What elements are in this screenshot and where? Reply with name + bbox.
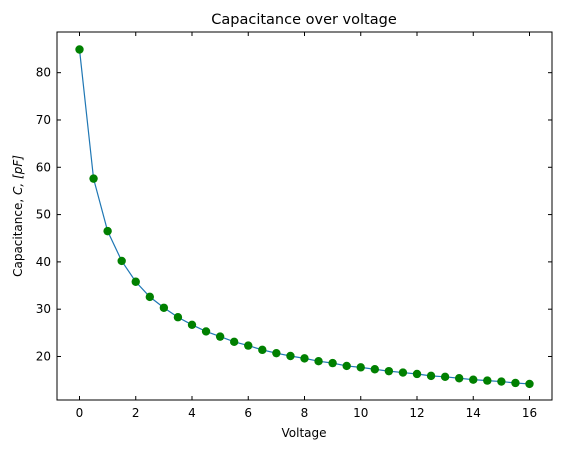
- y-tick-label: 80: [36, 66, 51, 80]
- y-axis-label: Capacitance, C, [pF]: [11, 155, 25, 277]
- data-point: [89, 174, 98, 183]
- x-tick-label: 6: [244, 406, 252, 420]
- data-point: [314, 357, 323, 366]
- data-point: [244, 341, 253, 350]
- data-point: [511, 378, 520, 388]
- data-point: [145, 292, 155, 302]
- y-axis-label-math: C, [pF]: [11, 155, 25, 195]
- x-tick-label: 16: [522, 406, 537, 420]
- data-point: [215, 332, 225, 341]
- y-tick-label: 30: [36, 302, 51, 316]
- data-point: [426, 371, 436, 381]
- data-point: [356, 363, 365, 372]
- series-line: [78, 49, 530, 385]
- data-point: [173, 313, 183, 322]
- y-tick-label: 50: [36, 208, 51, 222]
- data-point: [286, 351, 295, 361]
- data-point: [384, 366, 394, 376]
- data-point: [75, 45, 84, 54]
- data-point: [131, 277, 140, 286]
- x-axis-label: Voltage: [281, 426, 326, 440]
- data-point: [525, 379, 534, 389]
- data-point: [258, 345, 267, 355]
- y-tick-label: 20: [36, 349, 51, 363]
- data-point: [454, 374, 464, 383]
- x-tick-label: 12: [409, 406, 424, 420]
- data-point: [412, 369, 422, 379]
- data-point: [201, 327, 211, 336]
- data-point: [187, 320, 197, 329]
- x-tick-label: 8: [301, 406, 309, 420]
- x-tick-label: 0: [76, 406, 84, 420]
- data-point: [159, 303, 169, 312]
- y-tick-label: 70: [36, 113, 51, 127]
- y-axis-label-prefix: Capacitance,: [11, 195, 25, 277]
- data-point: [342, 361, 351, 371]
- chart-title: Capacitance over voltage: [211, 12, 397, 28]
- data-point: [300, 354, 309, 363]
- data-point: [483, 376, 492, 385]
- plot-frame: [56, 31, 553, 401]
- y-tick-label: 40: [36, 255, 51, 269]
- data-point: [117, 256, 126, 266]
- x-tick-label: 4: [188, 406, 196, 420]
- data-point: [229, 337, 239, 347]
- x-tick-label: 14: [466, 406, 481, 420]
- data-point: [370, 365, 380, 374]
- data-point: [272, 348, 281, 358]
- y-tick-label: 60: [36, 160, 51, 174]
- data-point: [497, 377, 506, 386]
- data-point: [440, 372, 450, 382]
- data-point: [103, 226, 112, 236]
- data-point: [328, 358, 337, 368]
- data-point: [398, 368, 408, 377]
- x-tick-label: 10: [353, 406, 368, 420]
- data-point: [469, 375, 478, 384]
- x-tick-label: 2: [132, 406, 140, 420]
